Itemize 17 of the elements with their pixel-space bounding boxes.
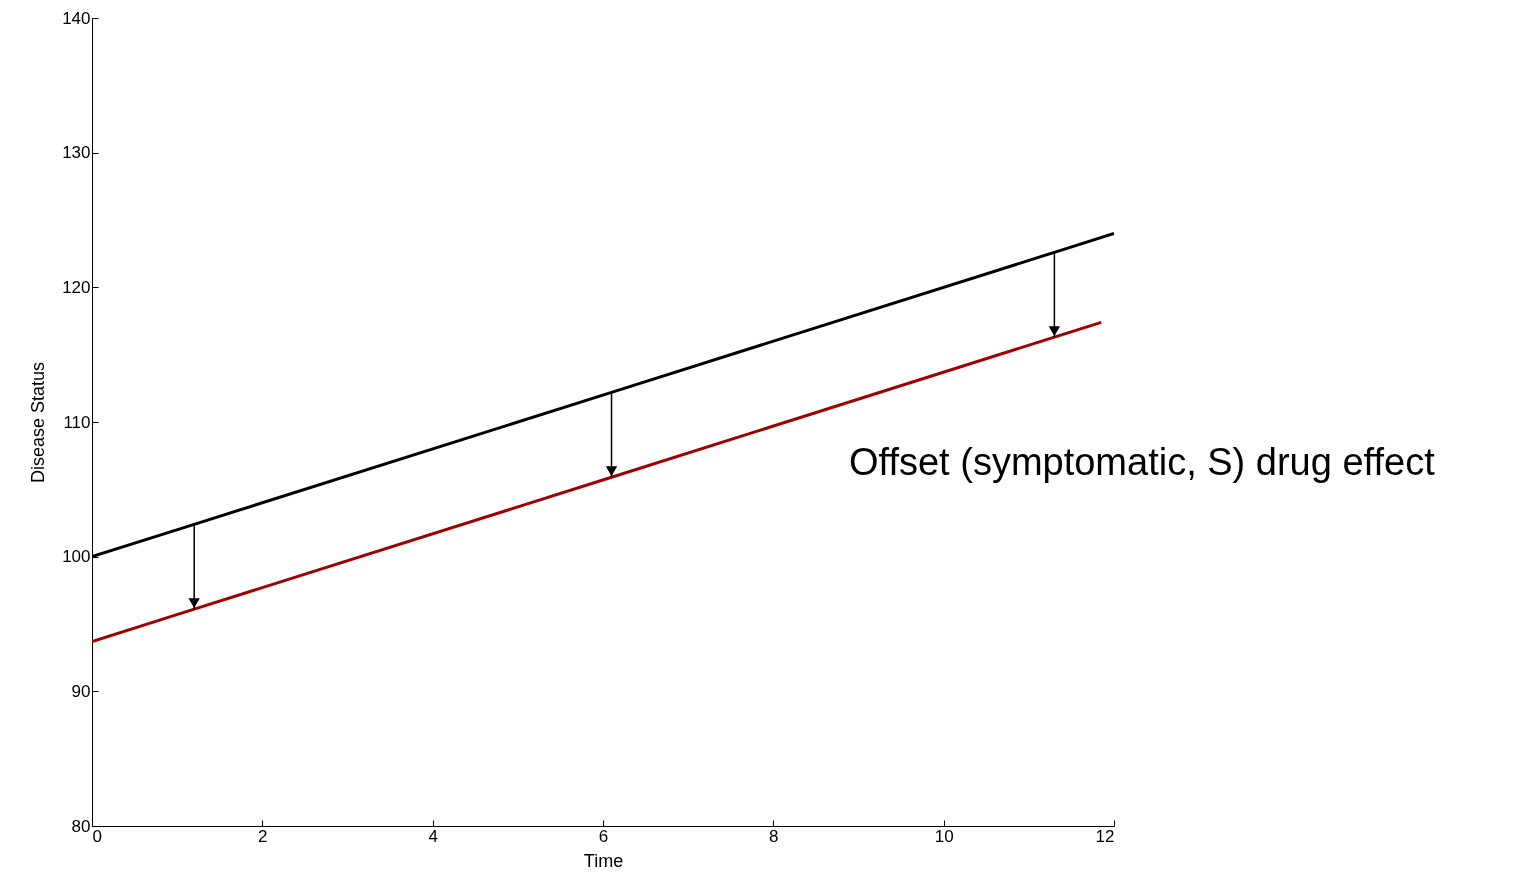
y-tick-label: 130 xyxy=(62,143,91,163)
y-tick-label: 80 xyxy=(71,816,91,836)
x-tick-label: 6 xyxy=(598,826,609,846)
x-tick-label: 10 xyxy=(934,826,954,846)
x-tick-label: 0 xyxy=(92,826,102,846)
y-axis-title: Disease Status xyxy=(28,361,49,484)
x-tick-label: 2 xyxy=(258,826,268,846)
x-tick-label: 12 xyxy=(1095,826,1115,846)
annotation: Offset (symptomatic, S) drug effect xyxy=(849,441,1436,483)
x-tick-label: 4 xyxy=(428,826,438,846)
y-tick-label: 100 xyxy=(62,547,91,567)
y-tick-label: 110 xyxy=(63,412,91,432)
y-tick-label: 140 xyxy=(62,8,91,28)
x-tick-label: 8 xyxy=(769,826,779,846)
y-tick-label: 120 xyxy=(62,277,91,297)
x-axis-title: Time xyxy=(583,850,624,871)
y-tick-label: 90 xyxy=(71,681,91,701)
